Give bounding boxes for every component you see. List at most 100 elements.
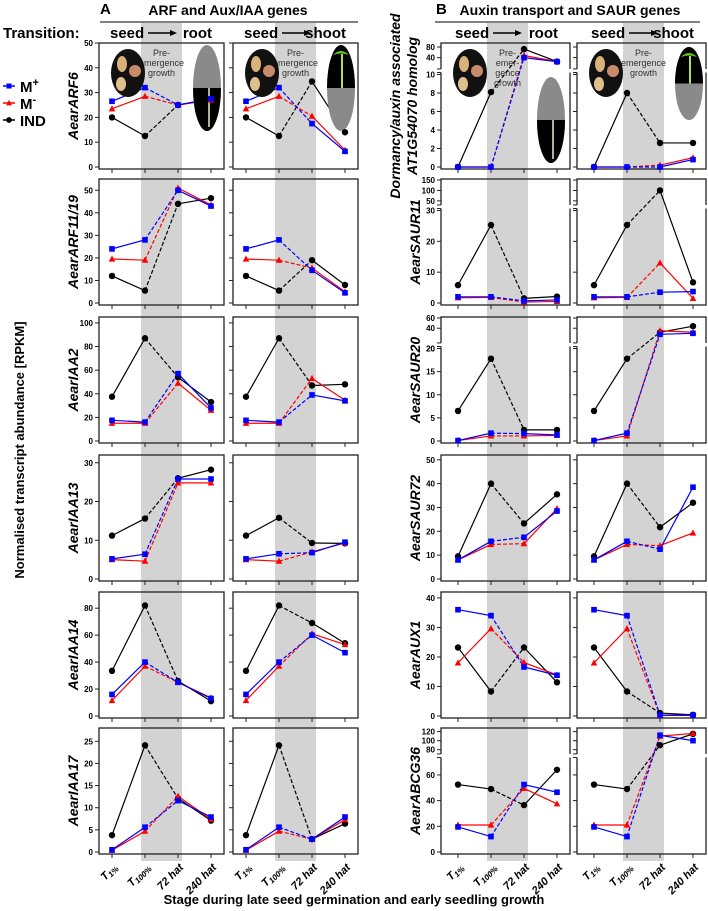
gene-label: AearSAUR11 — [407, 199, 423, 286]
x-tick-label: T100% — [607, 862, 635, 890]
data-point-IND — [553, 426, 561, 434]
y-tick-label: 20 — [426, 527, 435, 536]
y-tick-label: 40 — [426, 54, 435, 63]
transition-from-seed: seed — [244, 25, 278, 42]
seedling-image-label: Root — [199, 102, 205, 114]
data-point-M+ — [521, 664, 527, 670]
data-point-M- — [242, 105, 250, 112]
data-point-IND — [553, 766, 561, 773]
panel-frame — [576, 316, 707, 444]
series-line-IND — [593, 224, 628, 286]
gene-label: AearSAUR20 — [407, 337, 423, 425]
data-point-M+ — [109, 98, 115, 105]
pre-emergence-shade — [141, 23, 182, 861]
data-point-M- — [341, 641, 349, 648]
panel-frame — [440, 42, 571, 170]
series-line-IND — [245, 605, 280, 672]
series-line-M- — [177, 187, 212, 206]
data-point-IND — [689, 139, 697, 147]
data-point-M- — [689, 294, 697, 301]
pre-emergence-shade — [275, 23, 316, 861]
axis-break-gap — [439, 753, 443, 758]
series-line-IND — [111, 275, 146, 292]
data-point-M- — [623, 821, 631, 828]
data-point-IND — [553, 491, 561, 498]
series-line-M- — [177, 795, 212, 820]
panel-frame — [98, 727, 225, 855]
data-point-IND — [308, 78, 316, 85]
series-line-M- — [626, 262, 661, 298]
axis-break-gap — [704, 342, 708, 347]
data-point-IND — [623, 89, 631, 97]
panel-a-letter: A — [100, 1, 111, 18]
series-line-M+ — [659, 486, 694, 550]
shade-layer — [141, 23, 664, 861]
data-point-M+ — [624, 294, 630, 300]
data-point-IND — [487, 785, 495, 793]
series-line-M- — [626, 164, 661, 168]
series-line-M+ — [111, 661, 146, 695]
series-line-IND — [278, 81, 313, 137]
series-line-M+ — [311, 634, 346, 654]
y-tick-label: 10 — [426, 71, 435, 80]
data-point-IND — [590, 407, 598, 415]
data-point-IND — [308, 619, 316, 627]
series-line-IND — [593, 92, 628, 168]
data-point-M+ — [309, 549, 315, 556]
pre-emergence-label: emergence — [139, 58, 184, 68]
data-point-M+ — [455, 557, 461, 563]
y-tick-label: 60 — [426, 771, 435, 780]
series-line-M- — [144, 482, 179, 562]
series-line-IND — [626, 483, 661, 528]
panel-AearARF11-19-root: 0 10 20 30 40 50 — [84, 178, 225, 309]
panel-frame — [232, 454, 359, 582]
seed-image-detail — [250, 77, 260, 91]
series-line-M+ — [523, 666, 558, 676]
axis-break-gap — [704, 204, 708, 209]
series-line-M- — [490, 543, 525, 546]
y-tick-label: 40 — [84, 64, 93, 73]
data-point-IND — [308, 382, 316, 389]
data-point-M+ — [276, 824, 282, 830]
series-line-IND — [490, 358, 525, 431]
series-line-IND — [490, 788, 525, 806]
transition-from-seed: seed — [110, 25, 144, 42]
data-point-M- — [623, 625, 631, 632]
data-point-IND — [275, 514, 283, 521]
data-point-IND — [590, 281, 598, 289]
panel-frame — [440, 178, 571, 306]
y-tick-label: 40 — [426, 324, 435, 333]
data-point-M+ — [142, 237, 148, 243]
data-point-M- — [689, 529, 697, 536]
y-tick-label: 40 — [426, 594, 435, 603]
series-line-M- — [311, 377, 346, 401]
y-tick-label: 20 — [84, 498, 93, 507]
data-point-M+ — [342, 539, 348, 545]
seed-image-detail — [594, 77, 604, 91]
y-tick-label: 150 — [422, 176, 436, 185]
data-point-IND — [141, 515, 149, 522]
axis-break-gap — [575, 68, 579, 73]
series-line-M- — [457, 628, 492, 664]
data-point-M- — [174, 379, 182, 386]
cotyledon-shape — [333, 51, 349, 55]
series-line-M+ — [278, 634, 313, 663]
data-point-M+ — [309, 267, 315, 274]
seedling-image-dark-half — [193, 88, 221, 131]
data-point-M+ — [208, 695, 214, 702]
cotyledon-shape — [681, 53, 697, 57]
y-tick-label: 30 — [84, 231, 93, 240]
data-point-M- — [108, 105, 116, 112]
series-line-M- — [659, 532, 694, 547]
data-point-M+ — [142, 419, 148, 425]
data-point-M+ — [488, 612, 494, 619]
series-line-IND — [311, 622, 346, 644]
pre-emergence-label: Pre- — [499, 48, 516, 58]
x-tick-label: 72 hat — [637, 861, 669, 893]
data-point-M- — [174, 792, 182, 799]
series-line-M+ — [457, 540, 492, 561]
data-point-M+ — [521, 781, 527, 788]
data-point-M+ — [309, 836, 315, 842]
data-point-M+ — [624, 833, 630, 840]
